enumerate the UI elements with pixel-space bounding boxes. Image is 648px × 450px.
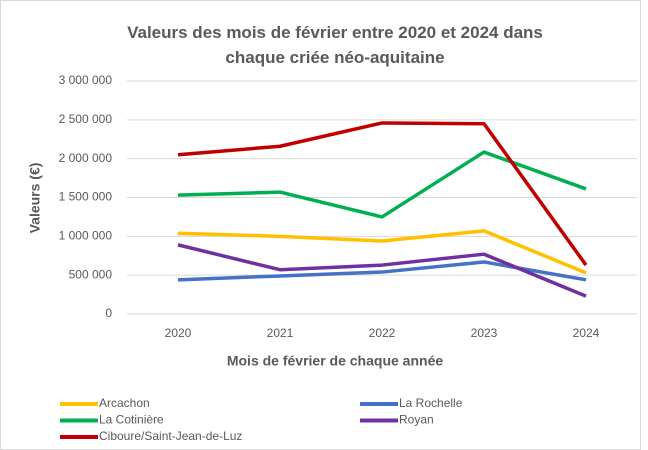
series-line [177, 150, 587, 219]
x-tick-label: 2022 [369, 326, 396, 340]
chart-title: Valeurs des mois de février entre 2020 e… [127, 23, 543, 67]
legend-label: Royan [399, 413, 434, 427]
legend-label: Ciboure/Saint-Jean-de-Luz [99, 429, 242, 443]
x-tick-label: 2021 [267, 326, 294, 340]
y-tick-label: 1 500 000 [59, 190, 113, 204]
x-tick-label: 2020 [165, 326, 192, 340]
y-tick-label: 3 000 000 [59, 73, 113, 87]
x-tick-label: 2024 [573, 326, 600, 340]
y-axis-title: Valeurs (€) [27, 163, 43, 234]
series-line [177, 229, 587, 275]
x-axis-title: Mois de février de chaque année [227, 353, 444, 369]
series-line [177, 243, 587, 298]
y-tick-label: 500 000 [69, 267, 113, 281]
series-line [177, 121, 588, 267]
y-tick-label: 2 000 000 [59, 151, 113, 165]
x-tick-label: 2023 [471, 326, 498, 340]
legend-label: Arcachon [99, 396, 150, 410]
y-tick-label: 2 500 000 [59, 112, 113, 126]
y-tick-label: 0 [105, 306, 112, 320]
legend-label: La Rochelle [399, 396, 463, 410]
legend-label: La Cotinière [99, 413, 164, 427]
y-tick-label: 1 000 000 [59, 229, 113, 243]
